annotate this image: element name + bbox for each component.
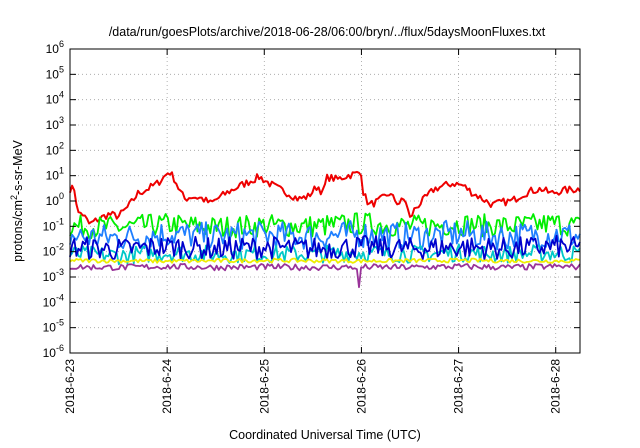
series-line-1 bbox=[69, 212, 581, 240]
x-axis-label: Coordinated Universal Time (UTC) bbox=[229, 428, 421, 442]
y-tick-label: 104 bbox=[46, 90, 64, 107]
x-tick-label: 2018-6-28 bbox=[549, 359, 563, 414]
y-tick-label: 103 bbox=[46, 115, 64, 132]
y-axis-label: protons/cm2-s-sr-MeV bbox=[9, 139, 25, 261]
series-line-0 bbox=[69, 170, 581, 225]
y-tick-label: 102 bbox=[46, 140, 64, 157]
y-tick-label: 100 bbox=[46, 191, 64, 208]
y-tick-label: 10-3 bbox=[43, 267, 64, 284]
y-tick-label: 10-6 bbox=[43, 343, 64, 360]
y-tick-label: 10-4 bbox=[43, 292, 64, 309]
x-tick-label: 2018-6-27 bbox=[452, 359, 466, 414]
series-line-4 bbox=[69, 234, 581, 261]
series-layer bbox=[69, 170, 581, 289]
y-tick-label: 105 bbox=[46, 64, 64, 81]
series-line-6 bbox=[69, 262, 581, 289]
series-line-2 bbox=[69, 219, 581, 251]
y-tick-label: 10-5 bbox=[43, 318, 64, 335]
x-axis-ticks: 2018-6-23 2018-6-24 2018-6-25 2018-6-26 2018… bbox=[63, 49, 563, 414]
x-tick-label: 2018-6-25 bbox=[257, 359, 271, 414]
y-axis-ticks: 10-6 10-5 10-4 10-3 10-2 10-1 100 101 102 103 104 1… bbox=[43, 39, 580, 360]
y-tick-label: 10-1 bbox=[43, 216, 64, 233]
x-tick-label: 2018-6-24 bbox=[160, 359, 174, 414]
series-line-5 bbox=[69, 257, 581, 264]
chart-title: /data/run/goesPlots/archive/2018-06-28/0… bbox=[109, 25, 546, 39]
x-tick-label: 2018-6-23 bbox=[63, 359, 77, 414]
y-tick-label: 106 bbox=[46, 39, 64, 56]
y-tick-label: 101 bbox=[46, 166, 64, 183]
y-tick-label: 10-2 bbox=[43, 242, 64, 259]
x-tick-label: 2018-6-26 bbox=[354, 359, 368, 414]
